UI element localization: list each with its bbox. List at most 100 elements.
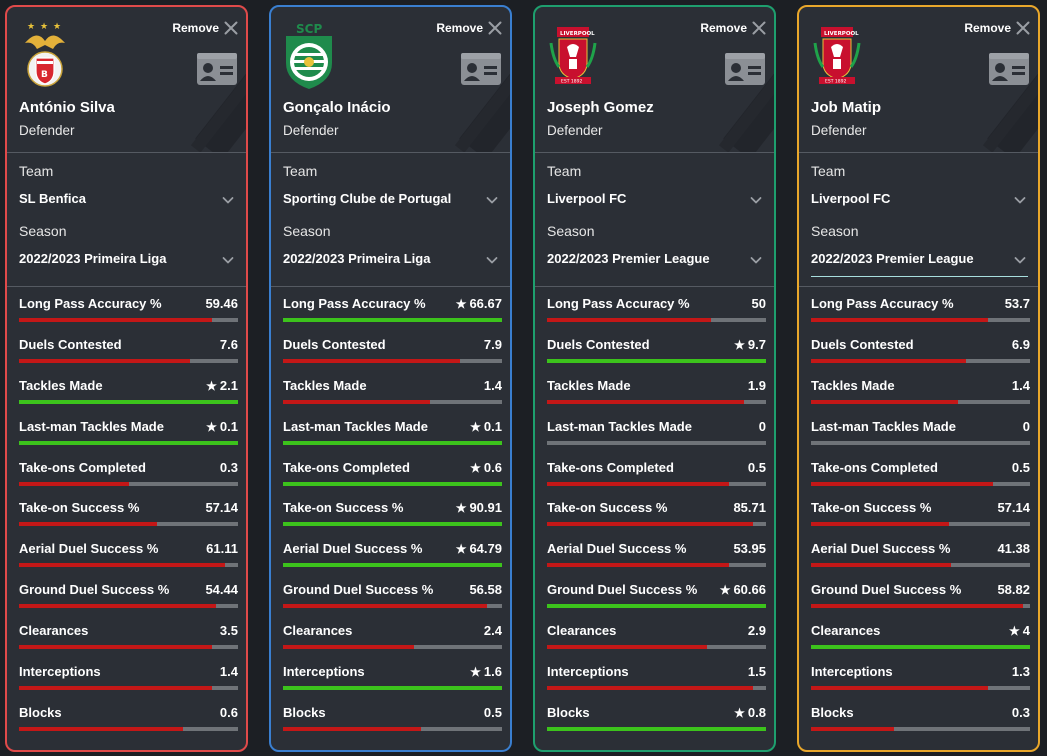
stats-list: Long Pass Accuracy % ★ 66.67 Duels Conteste… bbox=[271, 287, 510, 737]
stat-value: ★ 60.66 bbox=[720, 582, 766, 597]
player-name: Joseph Gomez bbox=[547, 99, 654, 116]
team-select[interactable]: SL Benfica bbox=[19, 191, 236, 213]
stat-label: Take-ons Completed bbox=[19, 459, 146, 475]
team-select[interactable]: Liverpool FC bbox=[547, 191, 764, 213]
stat-number: 0.8 bbox=[747, 704, 766, 720]
stat-value: 1.5 bbox=[748, 664, 766, 679]
stat-number: 1.5 bbox=[747, 664, 766, 680]
season-label: Season bbox=[19, 223, 67, 239]
stat-row: Clearances 3.5 bbox=[19, 614, 238, 655]
stat-bar-track bbox=[811, 440, 1030, 445]
stat-bar-track bbox=[547, 604, 766, 609]
stat-row: Take-ons Completed 0.3 bbox=[19, 451, 238, 492]
stat-number: 54.44 bbox=[205, 582, 238, 598]
stat-number: 3.5 bbox=[219, 623, 238, 639]
stat-row: Blocks 0.6 bbox=[19, 696, 238, 737]
stat-bar-fill bbox=[547, 645, 707, 650]
team-label: Team bbox=[811, 163, 846, 179]
stat-label: Blocks bbox=[547, 704, 590, 720]
stat-row: Duels Contested 7.9 bbox=[283, 328, 502, 369]
player-position: Defender bbox=[547, 123, 603, 138]
player-profile-card-icon[interactable] bbox=[196, 52, 238, 86]
stat-label: Last-man Tackles Made bbox=[811, 418, 956, 434]
divider bbox=[271, 152, 510, 153]
team-select[interactable]: Sporting Clube de Portugal bbox=[283, 191, 500, 213]
stat-value: 6.9 bbox=[1012, 337, 1030, 352]
season-label: Season bbox=[283, 223, 331, 239]
stat-row: Blocks ★ 0.8 bbox=[547, 696, 766, 737]
player-profile-card-icon[interactable] bbox=[460, 52, 502, 86]
stat-label: Interceptions bbox=[811, 664, 893, 680]
stat-bar-fill bbox=[547, 726, 766, 731]
star-icon: ★ bbox=[455, 542, 467, 557]
stat-bar-fill bbox=[283, 440, 502, 445]
stat-number: 1.4 bbox=[483, 377, 502, 393]
stat-bar-fill bbox=[811, 563, 952, 568]
remove-button[interactable]: Remove bbox=[700, 21, 766, 35]
player-card-1: ★ ★ ★ B Remove António Silva Defender Team bbox=[5, 5, 248, 752]
stat-label: Ground Duel Success % bbox=[547, 582, 698, 598]
stat-bar-fill bbox=[811, 481, 993, 486]
team-select[interactable]: Liverpool FC bbox=[811, 191, 1028, 213]
stat-bar-track bbox=[283, 522, 502, 527]
stat-bar-fill bbox=[283, 481, 502, 486]
stat-label: Long Pass Accuracy % bbox=[811, 296, 954, 311]
card-header: LIVERPOOL EST 1892 Remove Job Matip Defen… bbox=[799, 7, 1038, 152]
stat-label: Tackles Made bbox=[811, 377, 895, 393]
stat-bar-fill bbox=[547, 604, 766, 609]
stat-value: 0.5 bbox=[748, 460, 766, 475]
stat-label: Ground Duel Success % bbox=[811, 582, 962, 598]
stat-bar-track bbox=[283, 440, 502, 445]
season-select[interactable]: 2022/2023 Premier League bbox=[811, 251, 1028, 277]
divider bbox=[271, 286, 510, 287]
remove-button[interactable]: Remove bbox=[172, 21, 238, 35]
stat-row: Aerial Duel Success % 61.11 bbox=[19, 532, 238, 573]
stat-label: Take-on Success % bbox=[19, 500, 140, 516]
stat-number: 0.6 bbox=[219, 704, 238, 720]
remove-button[interactable]: Remove bbox=[436, 21, 502, 35]
player-profile-card-icon[interactable] bbox=[724, 52, 766, 86]
stat-bar-track bbox=[283, 399, 502, 404]
chevron-down-icon bbox=[750, 197, 762, 204]
stat-bar-track bbox=[283, 604, 502, 609]
stat-label: Clearances bbox=[283, 623, 353, 639]
stat-number: 0.5 bbox=[747, 459, 766, 475]
stat-value: ★ 0.8 bbox=[734, 705, 766, 720]
stat-bar-track bbox=[19, 358, 238, 363]
stat-bar-fill bbox=[283, 522, 502, 527]
stat-row: Last-man Tackles Made ★ 0.1 bbox=[19, 410, 238, 451]
stat-number: 0 bbox=[1022, 418, 1030, 434]
stat-value: ★ 64.79 bbox=[456, 541, 502, 556]
stat-value: 3.5 bbox=[220, 623, 238, 638]
stat-row: Tackles Made 1.9 bbox=[547, 369, 766, 410]
stat-row: Blocks 0.5 bbox=[283, 696, 502, 737]
team-label: Team bbox=[19, 163, 54, 179]
stat-bar-track bbox=[547, 318, 766, 322]
stat-label: Blocks bbox=[283, 704, 326, 720]
stat-bar-fill bbox=[283, 399, 430, 404]
stat-row: Clearances 2.4 bbox=[283, 614, 502, 655]
stat-number: 4 bbox=[1022, 623, 1030, 639]
stat-bar-track bbox=[811, 522, 1030, 527]
close-icon bbox=[488, 21, 502, 35]
stat-number: 66.67 bbox=[469, 296, 502, 311]
divider bbox=[7, 152, 246, 153]
stat-value: 57.14 bbox=[997, 500, 1030, 515]
stat-value: 58.82 bbox=[997, 582, 1030, 597]
stat-bar-fill bbox=[283, 645, 415, 650]
player-profile-card-icon[interactable] bbox=[988, 52, 1030, 86]
team-select-value: SL Benfica bbox=[19, 191, 86, 206]
stat-row: Long Pass Accuracy % 59.46 bbox=[19, 287, 238, 328]
stat-label: Duels Contested bbox=[811, 336, 914, 352]
stat-bar-fill bbox=[811, 399, 958, 404]
stat-label: Interceptions bbox=[547, 664, 629, 680]
season-select[interactable]: 2022/2023 Primeira Liga bbox=[19, 251, 236, 273]
stat-row: Take-ons Completed 0.5 bbox=[547, 451, 766, 492]
card-header: LIVERPOOL EST 1892 Remove Joseph Gomez De… bbox=[535, 7, 774, 152]
team-select-value: Sporting Clube de Portugal bbox=[283, 191, 452, 206]
stat-label: Last-man Tackles Made bbox=[19, 418, 164, 434]
season-select[interactable]: 2022/2023 Premier League bbox=[547, 251, 764, 273]
stat-value: 57.14 bbox=[205, 500, 238, 515]
season-select[interactable]: 2022/2023 Primeira Liga bbox=[283, 251, 500, 273]
remove-button[interactable]: Remove bbox=[964, 21, 1030, 35]
